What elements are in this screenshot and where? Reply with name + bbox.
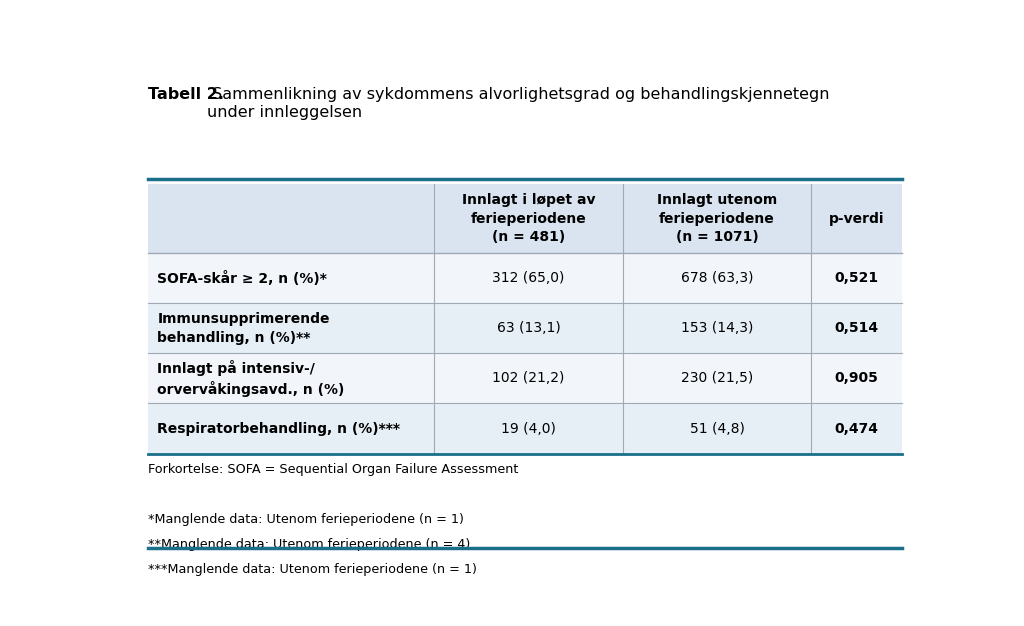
- Text: 678 (63,3): 678 (63,3): [681, 272, 754, 285]
- Bar: [147, 254, 902, 304]
- Bar: [147, 304, 902, 354]
- Text: SOFA-skår ≥ 2, n (%)*: SOFA-skår ≥ 2, n (%)*: [158, 271, 328, 286]
- Text: 312 (65,0): 312 (65,0): [493, 272, 565, 285]
- Text: p-verdi: p-verdi: [828, 212, 885, 225]
- Text: 230 (21,5): 230 (21,5): [681, 371, 754, 386]
- Text: Forkortelse: SOFA = Sequential Organ Failure Assessment: Forkortelse: SOFA = Sequential Organ Fai…: [147, 463, 518, 476]
- Text: 102 (21,2): 102 (21,2): [493, 371, 565, 386]
- Text: 0,474: 0,474: [835, 421, 879, 436]
- Text: 0,514: 0,514: [835, 322, 879, 336]
- Text: Immunsupprimerende
behandling, n (%)**: Immunsupprimerende behandling, n (%)**: [158, 312, 330, 345]
- Text: Innlagt utenom
ferieperiodene
(n = 1071): Innlagt utenom ferieperiodene (n = 1071): [657, 193, 777, 245]
- Text: 0,905: 0,905: [835, 371, 879, 386]
- Text: **Manglende data: Utenom ferieperiodene (n = 4): **Manglende data: Utenom ferieperiodene …: [147, 538, 470, 552]
- Text: 63 (13,1): 63 (13,1): [497, 322, 560, 336]
- Text: 51 (4,8): 51 (4,8): [689, 421, 744, 436]
- Text: Tabell 2.: Tabell 2.: [147, 87, 224, 102]
- Text: ***Manglende data: Utenom ferieperiodene (n = 1): ***Manglende data: Utenom ferieperiodene…: [147, 563, 477, 577]
- Text: 0,521: 0,521: [835, 272, 879, 285]
- Text: Respiratorbehandling, n (%)⁠***: Respiratorbehandling, n (%)⁠***: [158, 421, 400, 436]
- Text: 19 (4,0): 19 (4,0): [501, 421, 556, 436]
- Bar: [147, 404, 902, 453]
- Text: Innlagt på intensiv-/
orvervåkingsavd., n (%): Innlagt på intensiv-/ orvervåkingsavd., …: [158, 360, 345, 397]
- Text: *Manglende data: Utenom ferieperiodene (n = 1): *Manglende data: Utenom ferieperiodene (…: [147, 513, 464, 526]
- Bar: [147, 183, 902, 254]
- Text: Sammenlikning av sykdommens alvorlighetsgrad og behandlingskjennetegn
under innl: Sammenlikning av sykdommens alvorlighets…: [207, 87, 829, 120]
- Bar: [147, 354, 902, 404]
- Text: 153 (14,3): 153 (14,3): [681, 322, 754, 336]
- Text: Innlagt i løpet av
ferieperiodene
(n = 481): Innlagt i løpet av ferieperiodene (n = 4…: [462, 193, 595, 245]
